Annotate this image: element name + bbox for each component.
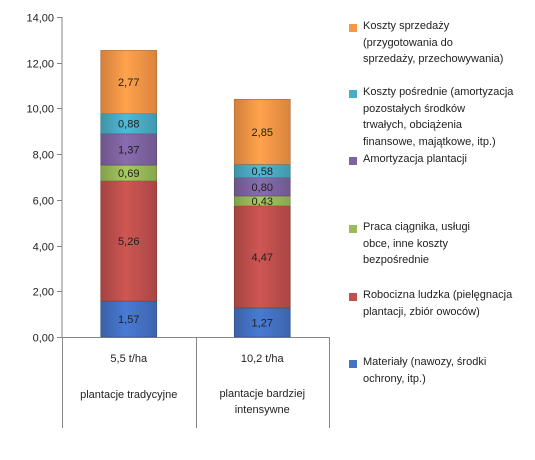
data-label: 2,85 xyxy=(252,127,273,139)
x-category-label: 5,5 t/ha xyxy=(110,353,148,365)
legend-label: Koszty sprzedaży (przygotowania do sprze… xyxy=(363,20,504,65)
data-label: 0,69 xyxy=(118,168,139,180)
x-category-label: plantacje tradycyjne xyxy=(80,389,177,401)
bar-segment xyxy=(100,50,158,114)
y-tick-label: 12,00 xyxy=(26,59,54,71)
legend-label: Robocizna ludzka (pielęgnacja plantacji,… xyxy=(363,289,513,318)
data-label: 1,37 xyxy=(118,144,139,156)
legend-swatch xyxy=(349,225,357,233)
bar-segment xyxy=(233,205,291,309)
y-tick-label: 10,00 xyxy=(26,104,54,116)
x-category-label: plantacje bardziej xyxy=(219,388,305,400)
axis-layer: 0,00 2,00 4,00 6,00 8,00 10,00 12,00 14,00 5,5 t… xyxy=(26,13,330,428)
legend-swatch xyxy=(349,360,357,368)
data-label: 0,43 xyxy=(252,196,273,208)
data-label-layer: 1,57 5,26 0,69 1,37 0,88 2,77 1,27 4,47 0,43 0,80… xyxy=(118,77,273,329)
legend-swatch xyxy=(349,157,357,165)
legend-swatch xyxy=(349,24,357,32)
bar-segment xyxy=(233,98,291,165)
x-category-label: intensywne xyxy=(235,404,290,416)
y-tick-label: 14,00 xyxy=(26,13,54,25)
y-tick-label: 6,00 xyxy=(33,196,54,208)
data-label: 1,27 xyxy=(252,317,273,329)
legend-label: Praca ciągnika, usługi obce, inne koszty… xyxy=(363,221,471,266)
legend-swatch xyxy=(349,293,357,301)
y-tick-label: 2,00 xyxy=(33,287,54,299)
legend-label: Materiały (nawozy, środki ochrony, itp.) xyxy=(363,356,487,385)
data-label: 0,88 xyxy=(118,119,139,131)
y-tick-label: 0,00 xyxy=(33,333,54,345)
legend-swatch xyxy=(349,90,357,98)
y-tick-label: 4,00 xyxy=(33,242,54,254)
data-label: 4,47 xyxy=(252,252,273,264)
data-label: 5,26 xyxy=(118,236,139,248)
x-category-label: 10,2 t/ha xyxy=(241,353,285,365)
y-tick-label: 8,00 xyxy=(33,150,54,162)
legend-label: Amortyzacja plantacji xyxy=(363,153,467,165)
bar-layer xyxy=(100,50,291,338)
bar-segment xyxy=(233,307,291,338)
data-label: 1,57 xyxy=(118,314,139,326)
bar-segment xyxy=(100,133,158,166)
bar-segment xyxy=(100,300,158,338)
bar-segment xyxy=(100,180,158,302)
data-label: 0,58 xyxy=(252,166,273,178)
legend-label: Koszty pośrednie (amortyzacja pozostałyc… xyxy=(363,86,514,148)
data-label: 0,80 xyxy=(252,182,273,194)
data-label: 2,77 xyxy=(118,77,139,89)
